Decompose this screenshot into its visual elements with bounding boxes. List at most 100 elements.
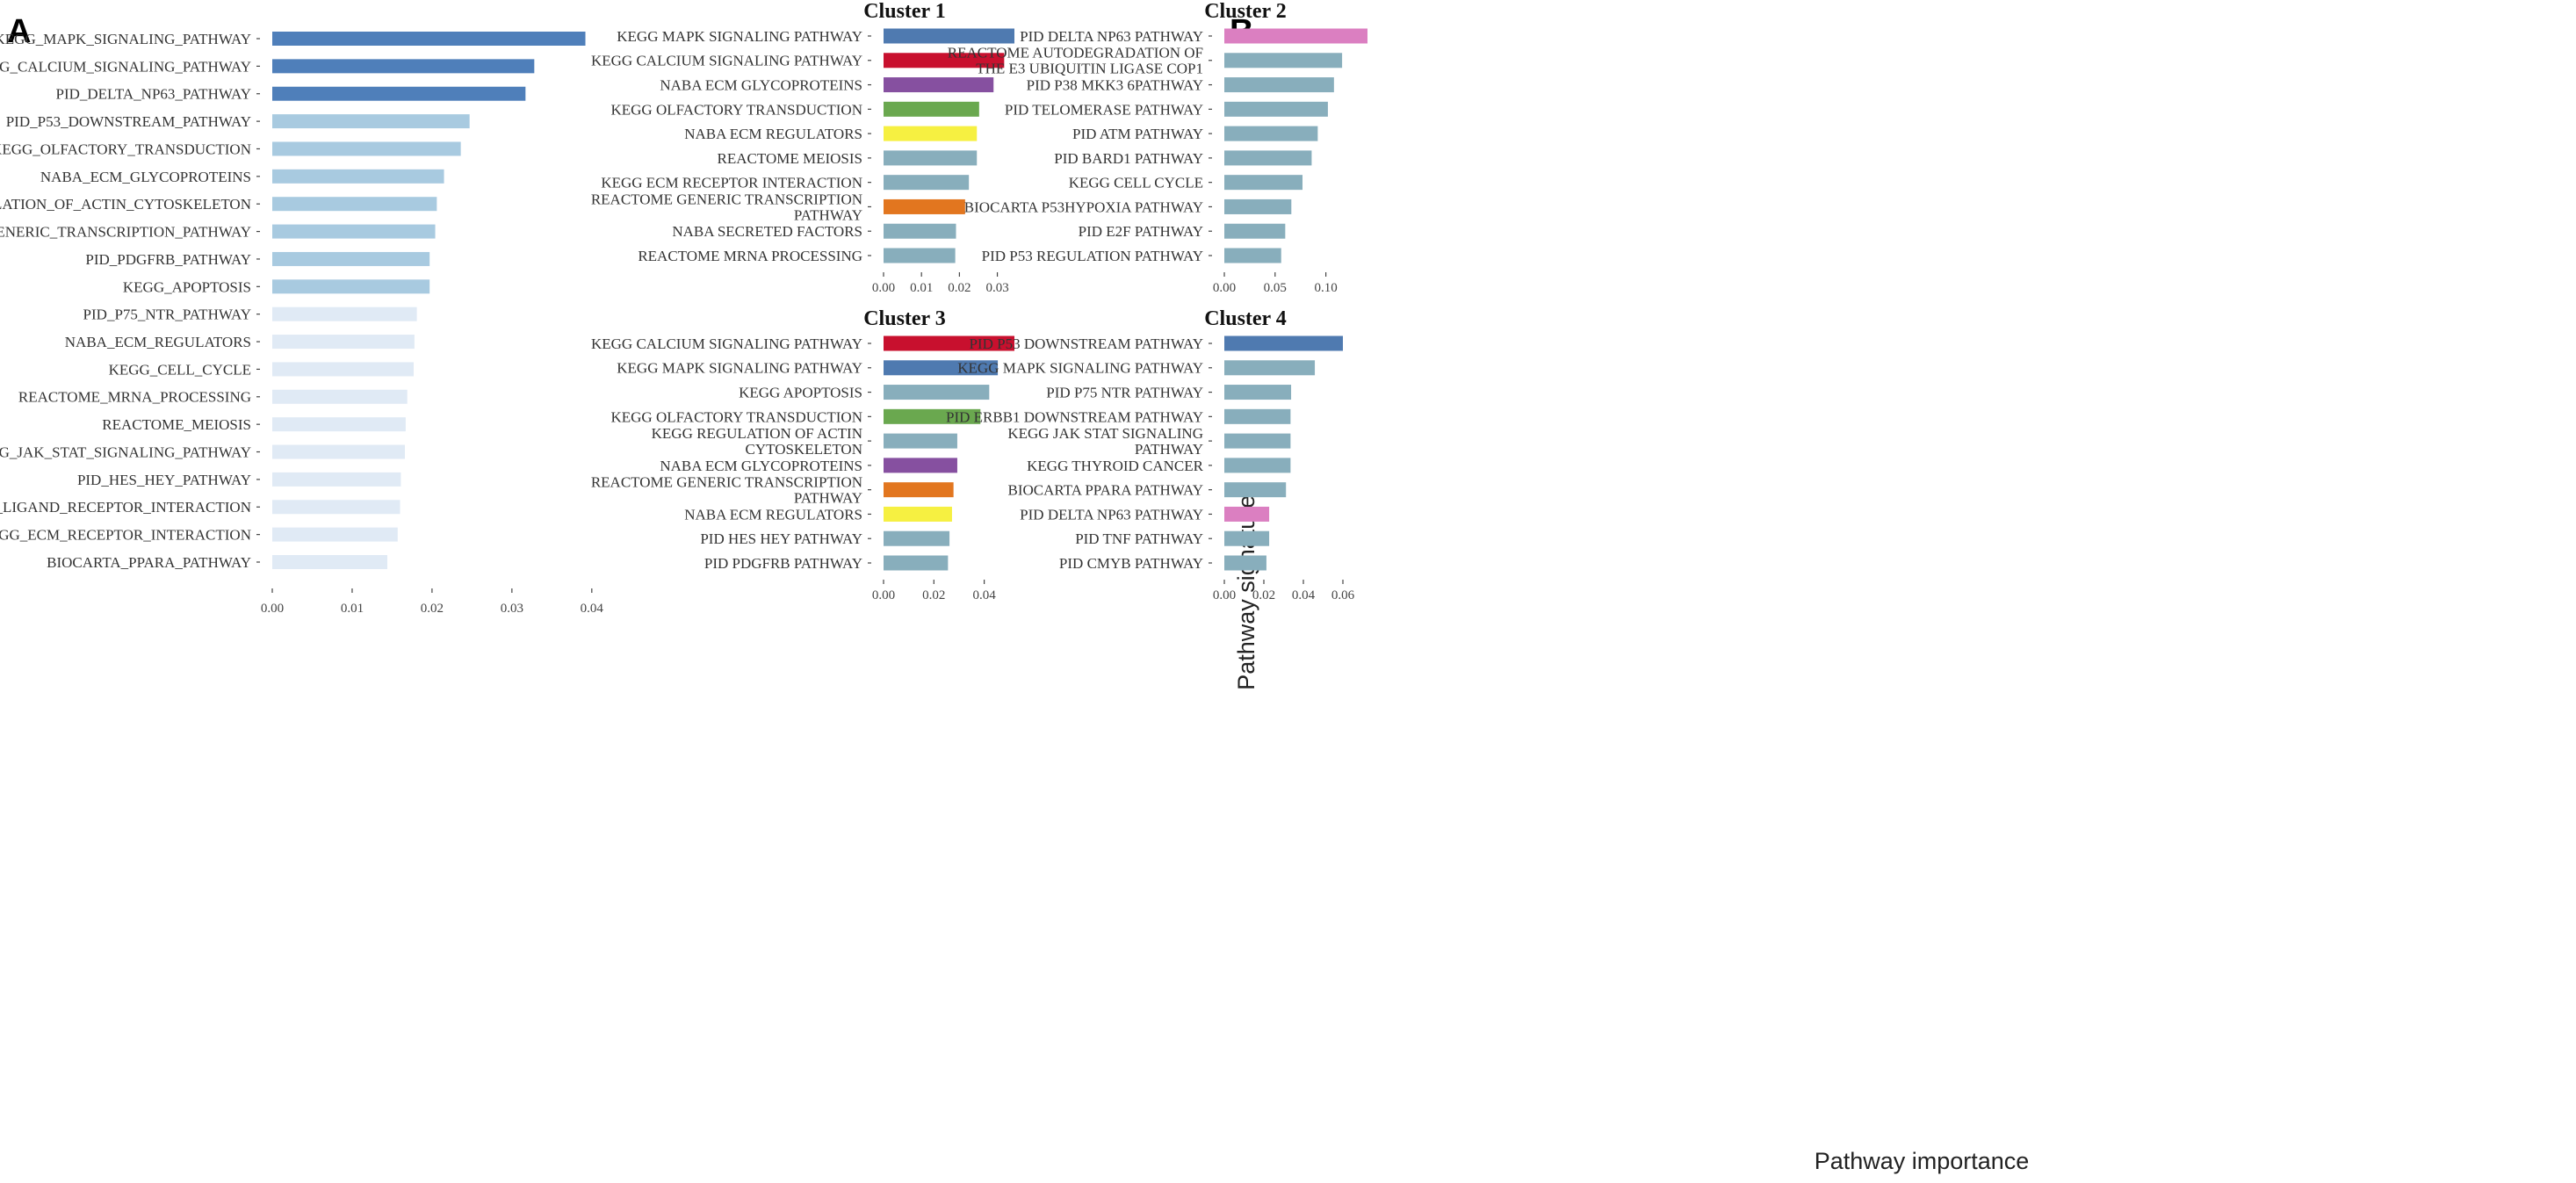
- c2-xtick-label: 0.05: [1264, 281, 1287, 295]
- c3-label-kegg-calcium-signaling-pathway: KEGG CALCIUM SIGNALING PATHWAY: [591, 335, 862, 352]
- c4-bar-pid-erbb1-downstream-pathway: [1224, 408, 1291, 424]
- a-label-kegg-regulation-of-actin-cytoskeleton: KEGG_REGULATION_OF_ACTIN_CYTOSKELETON: [0, 196, 251, 213]
- a-label-pid-delta-np63-pathway: PID_DELTA_NP63_PATHWAY: [55, 86, 251, 103]
- c1-label-kegg-ecm-receptor-interaction: KEGG ECM RECEPTOR INTERACTION: [601, 175, 862, 191]
- a-xtick-label: 0.01: [341, 602, 364, 616]
- c4-xtick-label: 0.06: [1331, 588, 1355, 602]
- c3-label-naba-ecm-glycoproteins: NABA ECM GLYCOPROTEINS: [660, 458, 862, 474]
- c2-bar-pid-p38-mkk3-6pathway: [1224, 77, 1334, 93]
- c2-label-pid-atm-pathway: PID ATM PATHWAY: [1072, 126, 1203, 142]
- c3-bar-pid-hes-hey-pathway: [884, 530, 950, 546]
- a-label-biocarta-ppara-pathway: BIOCARTA_PPARA_PATHWAY: [47, 554, 251, 571]
- c4-label-kegg-thyroid-cancer: KEGG THYROID CANCER: [1027, 458, 1204, 474]
- a-bar-kegg-neuroactive-ligand-receptor-interaction: [272, 500, 400, 515]
- c3-label-reactome-generic-transcription-pathway: REACTOME GENERIC TRANSCRIPTION PATHWAY: [591, 474, 862, 507]
- c2-title: Cluster 2: [1204, 0, 1287, 23]
- a-label-kegg-olfactory-transduction: KEGG_OLFACTORY_TRANSDUCTION: [0, 141, 251, 157]
- x-axis-label: Pathway importance: [1815, 1148, 2030, 1174]
- c1-label-naba-secreted-factors: NABA SECRETED FACTORS: [672, 223, 862, 240]
- a-label-pid-pdgfrb-pathway: PID_PDGFRB_PATHWAY: [85, 251, 251, 268]
- c3-xtick-label: 0.02: [922, 588, 945, 602]
- c2-label-kegg-cell-cycle: KEGG CELL CYCLE: [1069, 175, 1203, 191]
- c4-label-pid-erbb1-downstream-pathway: PID ERBB1 DOWNSTREAM PATHWAY: [946, 408, 1203, 425]
- c1-bar-naba-ecm-glycoproteins: [884, 77, 994, 93]
- c3-label-kegg-olfactory-transduction: KEGG OLFACTORY TRANSDUCTION: [610, 408, 862, 425]
- c2-bar-biocarta-p53hypoxia-pathway: [1224, 198, 1292, 214]
- c4-bar-pid-tnf-pathway: [1224, 530, 1270, 546]
- c3-bar-reactome-generic-transcription-pathway: [884, 482, 954, 498]
- panel-a-chart: KEGG_MAPK_SIGNALING_PATHWAY KEGG_CALCIUM_…: [0, 31, 603, 616]
- c3-bar-kegg-olfactory-transduction: [884, 408, 981, 424]
- a-xtick-label: 0.04: [581, 602, 604, 616]
- c1-label-reactome-meiosis: REACTOME MEIOSIS: [718, 150, 862, 167]
- c1-xtick-label: 0.00: [872, 281, 895, 295]
- a-bar-pid-hes-hey-pathway: [272, 472, 401, 487]
- c4-bar-pid-cmyb-pathway: [1224, 555, 1266, 571]
- c1-label-kegg-olfactory-transduction: KEGG OLFACTORY TRANSDUCTION: [610, 101, 862, 118]
- a-label-pid-hes-hey-pathway: PID_HES_HEY_PATHWAY: [77, 472, 251, 488]
- c1-bar-naba-ecm-regulators: [884, 126, 978, 141]
- c4-xtick-label: 0.00: [1213, 588, 1236, 602]
- c4-xtick-label: 0.02: [1252, 588, 1275, 602]
- c2-label-pid-p38-mkk3-6pathway: PID P38 MKK3 6PATHWAY: [1027, 77, 1203, 94]
- a-label-kegg-ecm-receptor-interaction: KEGG_ECM_RECEPTOR_INTERACTION: [0, 527, 251, 544]
- c1-bar-kegg-ecm-receptor-interaction: [884, 175, 970, 191]
- c4-bar-kegg-thyroid-cancer: [1224, 458, 1291, 473]
- c4-label-pid-tnf-pathway: PID TNF PATHWAY: [1075, 530, 1203, 547]
- c3-bar-naba-ecm-glycoproteins: [884, 458, 957, 473]
- c4-title: Cluster 4: [1204, 307, 1287, 330]
- c2-label-pid-delta-np63-pathway: PID DELTA NP63 PATHWAY: [1020, 28, 1203, 45]
- a-bar-biocarta-ppara-pathway: [272, 555, 387, 569]
- c1-bar-reactome-mrna-processing: [884, 248, 956, 263]
- c4-bar-kegg-mapk-signaling-pathway: [1224, 360, 1316, 376]
- c3-label-kegg-apoptosis: KEGG APOPTOSIS: [739, 385, 862, 401]
- a-label-naba-ecm-regulators: NABA_ECM_REGULATORS: [65, 334, 251, 350]
- c3-label-naba-ecm-regulators: NABA ECM REGULATORS: [684, 506, 862, 523]
- a-label-reactome-mrna-processing: REACTOME_MRNA_PROCESSING: [18, 389, 251, 406]
- c4-bar-pid-delta-np63-pathway: [1224, 506, 1270, 522]
- c4-label-pid-cmyb-pathway: PID CMYB PATHWAY: [1059, 555, 1203, 572]
- a-bar-kegg-jak-stat-signaling-pathway: [272, 444, 405, 459]
- c2-bar-reactome-autodegradation-of-the-e3-ubiquitin-ligase-cop1: [1224, 53, 1343, 69]
- a-label-kegg-mapk-signaling-pathway: KEGG_MAPK_SIGNALING_PATHWAY: [0, 31, 251, 47]
- a-bar-pid-p53-downstream-pathway: [272, 114, 470, 129]
- c1-xtick-label: 0.03: [985, 281, 1008, 295]
- c1-bar-kegg-olfactory-transduction: [884, 101, 979, 117]
- c2-label-pid-telomerase-pathway: PID TELOMERASE PATHWAY: [1005, 101, 1203, 118]
- a-label-pid-p75-ntr-pathway: PID_P75_NTR_PATHWAY: [83, 307, 251, 323]
- c2-bar-pid-atm-pathway: [1224, 126, 1318, 141]
- c1-bar-kegg-mapk-signaling-pathway: [884, 28, 1014, 44]
- c1-bar-naba-secreted-factors: [884, 223, 956, 239]
- a-label-pid-p53-downstream-pathway: PID_P53_DOWNSTREAM_PATHWAY: [6, 113, 251, 130]
- c2-label-biocarta-p53hypoxia-pathway: BIOCARTA P53HYPOXIA PATHWAY: [964, 198, 1203, 215]
- c3-label-kegg-mapk-signaling-pathway: KEGG MAPK SIGNALING PATHWAY: [617, 360, 862, 377]
- c3-label-pid-pdgfrb-pathway: PID PDGFRB PATHWAY: [704, 555, 862, 572]
- a-xtick-label: 0.03: [501, 602, 523, 616]
- c2-label-pid-bard1-pathway: PID BARD1 PATHWAY: [1054, 150, 1203, 167]
- c3-xtick-label: 0.04: [972, 588, 996, 602]
- c4-xtick-label: 0.04: [1292, 588, 1316, 602]
- c2-bar-pid-e2f-pathway: [1224, 223, 1286, 239]
- c1-label-naba-ecm-glycoproteins: NABA ECM GLYCOPROTEINS: [660, 77, 862, 94]
- c2-xtick-label: 0.00: [1213, 281, 1236, 295]
- c1-bar-reactome-meiosis: [884, 150, 978, 166]
- c1-bar-kegg-calcium-signaling-pathway: [884, 53, 1005, 69]
- c1-bar-reactome-generic-transcription-pathway: [884, 198, 965, 214]
- a-bar-pid-delta-np63-pathway: [272, 86, 526, 101]
- a-bar-kegg-apoptosis: [272, 279, 430, 294]
- c1-xtick-label: 0.02: [948, 281, 971, 295]
- a-bar-pid-pdgfrb-pathway: [272, 251, 430, 266]
- c4-label-pid-delta-np63-pathway: PID DELTA NP63 PATHWAY: [1020, 506, 1203, 523]
- a-xtick-label: 0.02: [421, 602, 444, 616]
- a-label-kegg-neuroactive-ligand-receptor-interaction: KEGG_NEUROACTIVE_LIGAND_RECEPTOR_INTERAC…: [0, 499, 251, 516]
- c4-label-kegg-mapk-signaling-pathway: KEGG MAPK SIGNALING PATHWAY: [957, 360, 1203, 377]
- a-bar-reactome-mrna-processing: [272, 389, 408, 404]
- c1-label-reactome-generic-transcription-pathway: REACTOME GENERIC TRANSCRIPTION PATHWAY: [591, 191, 862, 223]
- c4-bar-pid-p53-downstream-pathway: [1224, 335, 1343, 351]
- a-bar-kegg-cell-cycle: [272, 362, 414, 377]
- c2-xtick-label: 0.10: [1314, 281, 1337, 295]
